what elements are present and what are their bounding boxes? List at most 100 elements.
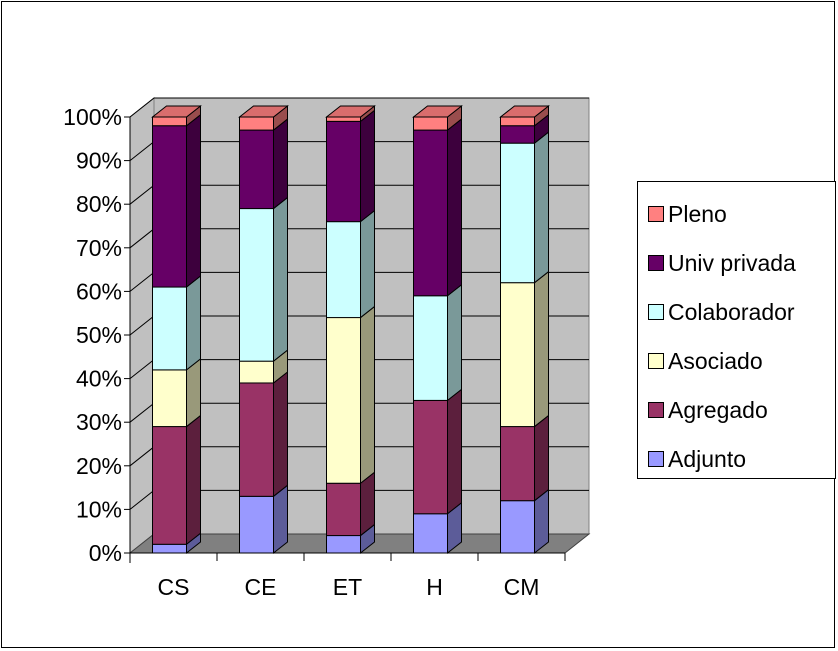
legend-swatch <box>648 255 664 271</box>
bar-segment-front <box>152 426 187 545</box>
bar-segment-side <box>186 113 201 289</box>
bar-segment-front <box>152 543 187 554</box>
bar-segment-agregado-h <box>413 388 462 515</box>
legend-label: Asociado <box>668 347 763 374</box>
bar-segment-front <box>500 116 535 127</box>
legend-item-pleno: Pleno <box>648 199 727 229</box>
x-category-label: CM <box>504 574 540 600</box>
bar-segment-front <box>152 116 187 127</box>
bar-segment-agregado-cs <box>152 414 201 546</box>
bar-segment-front <box>152 125 187 288</box>
bar-segment-side <box>447 388 462 515</box>
bar-top-face <box>499 105 550 118</box>
bar-segment-asociado-ce <box>239 349 288 384</box>
legend: Pleno Univ privada Colaborador Asociado Agre… <box>637 181 836 479</box>
bar-segment-side <box>273 484 288 555</box>
bar-segment-adjunto-h <box>413 501 462 555</box>
y-tick-label: 0% <box>89 540 122 566</box>
bar-segment-front <box>152 369 187 428</box>
legend-label: Adjunto <box>668 445 747 472</box>
bar-segment-colaborador-h <box>413 283 462 402</box>
legend-item-univ-privada: Univ privada <box>648 248 796 278</box>
legend-item-adjunto: Adjunto <box>648 444 746 474</box>
bar-segment-side <box>534 131 549 284</box>
bar-segment-front <box>326 482 361 537</box>
bar-segment-side <box>273 196 288 363</box>
bar-segment-univ-privada-et <box>326 109 375 223</box>
legend-swatch <box>648 402 664 418</box>
x-category-label: CS <box>158 574 190 600</box>
bar-segment-front <box>152 286 187 371</box>
bar-segment-pleno-et <box>325 104 376 123</box>
bar-segment-univ-privada-h <box>413 118 462 297</box>
bar-segment-colaborador-cs <box>152 275 201 371</box>
bar-segment-front <box>326 221 361 319</box>
legend-item-colaborador: Colaborador <box>648 297 795 327</box>
bar-segment-front <box>413 129 448 297</box>
legend-item-agregado: Agregado <box>648 395 768 425</box>
bar-segment-univ-privada-ce <box>239 118 288 210</box>
y-tick-label: 30% <box>76 409 122 435</box>
bar-segment-front <box>239 360 274 384</box>
bar-segment-pleno-cm <box>499 104 550 127</box>
bar-segment-side <box>360 209 375 319</box>
bar-segment-side <box>360 305 375 485</box>
legend-label: Pleno <box>668 200 727 227</box>
bar-segment-side <box>360 109 375 223</box>
y-tick-label: 100% <box>63 104 122 130</box>
bar-segment-pleno-h <box>412 104 463 132</box>
bar-segment-agregado-ce <box>239 370 288 498</box>
legend-label: Agregado <box>668 396 768 423</box>
bar-segment-side <box>534 270 549 428</box>
y-tick-label: 10% <box>76 496 122 522</box>
bar-segment-pleno-cs <box>151 104 202 127</box>
bar-top-face <box>412 105 463 118</box>
bar-segment-front <box>413 116 448 131</box>
bar-segment-front <box>326 116 361 122</box>
legend-item-asociado: Asociado <box>648 346 763 376</box>
y-tick-label: 20% <box>76 453 122 479</box>
y-tick-label: 90% <box>76 148 122 174</box>
legend-swatch <box>648 451 664 467</box>
bar-segment-front <box>239 116 274 131</box>
bar-segment-adjunto-cm <box>500 488 549 555</box>
bar-segment-front <box>413 513 448 554</box>
bar-segment-agregado-et <box>326 471 375 537</box>
legend-swatch <box>648 206 664 222</box>
bar-segment-front <box>500 282 535 428</box>
bar-segment-side <box>447 283 462 402</box>
bar-segment-adjunto-ce <box>239 484 288 555</box>
y-tick-label: 80% <box>76 191 122 217</box>
y-tick-label: 70% <box>76 235 122 261</box>
bar-segment-front <box>413 399 448 515</box>
y-tick-label: 60% <box>76 278 122 304</box>
bar-segment-front <box>326 317 361 484</box>
bar-segment-side <box>273 370 288 498</box>
bar-segment-colaborador-et <box>326 209 375 319</box>
bar-segment-univ-privada-cs <box>152 113 201 289</box>
bar-segment-side <box>447 118 462 297</box>
bar-segment-front <box>500 125 535 144</box>
bar-segment-adjunto-et <box>326 523 375 555</box>
bar-segment-front <box>500 142 535 284</box>
legend-label: Univ privada <box>668 249 796 276</box>
bar-top-face <box>238 105 289 118</box>
bar-top-face <box>151 105 202 118</box>
bar-segment-front <box>326 120 361 223</box>
bar-segment-front <box>239 208 274 362</box>
bar-segment-colaborador-cm <box>500 131 549 284</box>
bar-segment-front <box>500 500 535 554</box>
bar-top-face <box>325 105 376 118</box>
bar-segment-side <box>186 357 201 428</box>
bar-segment-agregado-cm <box>500 414 549 502</box>
y-tick-label: 40% <box>76 366 122 392</box>
gridline <box>129 97 589 118</box>
bar-segment-pleno-ce <box>238 104 289 132</box>
bar-segment-asociado-et <box>326 305 375 485</box>
bar-segment-side <box>273 118 288 210</box>
x-category-label: CE <box>245 574 277 600</box>
bar-segment-side <box>186 414 201 546</box>
bar-segment-front <box>239 495 274 554</box>
y-tick-label: 50% <box>76 322 122 348</box>
bar-segment-asociado-cs <box>152 357 201 428</box>
